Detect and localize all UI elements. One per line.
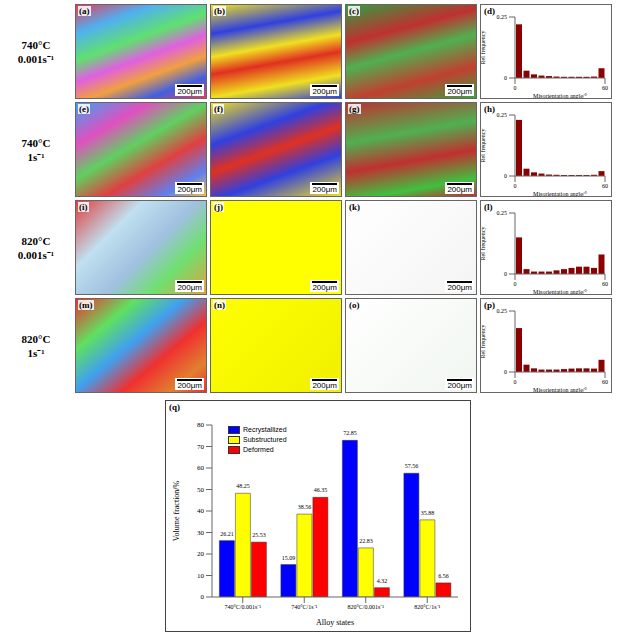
html-text:200μm: 200μm	[312, 381, 337, 390]
svg-text:Rel frequency: Rel frequency	[481, 227, 486, 261]
svg-text:0: 0	[201, 593, 205, 601]
html-text:(e): (e)	[79, 104, 89, 114]
svg-text:0.25: 0.25	[497, 14, 508, 20]
svg-text:0: 0	[514, 183, 517, 189]
html-text:(k): (k)	[349, 202, 360, 212]
html-text:200μm: 200μm	[447, 185, 472, 194]
html-text:200μm: 200μm	[447, 381, 472, 390]
html-text:740°C: 740°C	[21, 38, 51, 51]
html-text:(q): (q)	[169, 402, 180, 412]
html-text:(i): (i)	[79, 202, 88, 212]
svg-text:48.25: 48.25	[236, 483, 250, 489]
html-text:200μm: 200μm	[447, 283, 472, 292]
html-text:Deformed: Deformed	[243, 446, 274, 453]
html-text:1s⁻¹: 1s⁻¹	[27, 150, 45, 163]
html-text:740°C: 740°C	[21, 136, 51, 149]
svg-text:10: 10	[197, 572, 205, 580]
html-text:200μm: 200μm	[312, 185, 337, 194]
svg-text:0: 0	[504, 75, 507, 81]
svg-text:38.56: 38.56	[298, 504, 312, 510]
svg-text:60: 60	[602, 281, 608, 287]
svg-text:35.88: 35.88	[421, 510, 435, 516]
html-text:(o): (o)	[349, 300, 360, 310]
svg-text:25.53: 25.53	[252, 532, 266, 538]
svg-text:820°C/0.001s⁻¹: 820°C/0.001s⁻¹	[347, 604, 384, 610]
svg-text:50: 50	[197, 486, 205, 494]
svg-text:0: 0	[504, 369, 507, 375]
html-text:0.001s⁻¹: 0.001s⁻¹	[17, 248, 55, 261]
svg-text:0.25: 0.25	[497, 210, 508, 216]
svg-text:30: 30	[197, 529, 205, 537]
svg-text:Rel frequency: Rel frequency	[481, 31, 486, 65]
svg-text:60: 60	[602, 379, 608, 385]
svg-text:22.83: 22.83	[359, 538, 373, 544]
svg-text:Rel frequency: Rel frequency	[481, 129, 486, 163]
svg-text:740°C/1s⁻¹: 740°C/1s⁻¹	[291, 604, 317, 610]
html-text:200μm: 200μm	[177, 185, 202, 194]
html-text:(f): (f)	[214, 104, 223, 114]
svg-text:60: 60	[197, 464, 205, 472]
html-text:(j): (j)	[214, 202, 223, 212]
svg-text:72.85: 72.85	[343, 430, 357, 436]
html-text:1s⁻¹: 1s⁻¹	[27, 346, 45, 359]
svg-text:Misorientation angle/°: Misorientation angle/°	[533, 387, 587, 392]
html-text:200μm: 200μm	[177, 381, 202, 390]
html-text:(b): (b)	[214, 6, 225, 16]
svg-text:Misorientation angle/°: Misorientation angle/°	[533, 191, 587, 196]
html-text:820°C: 820°C	[21, 234, 51, 247]
svg-text:820°C/1s⁻¹: 820°C/1s⁻¹	[414, 604, 440, 610]
svg-text:Misorientation angle/°: Misorientation angle/°	[533, 289, 587, 294]
html-text:(d): (d)	[484, 6, 495, 16]
html-text:(p): (p)	[484, 300, 495, 310]
svg-text:20: 20	[197, 550, 205, 558]
svg-text:0: 0	[514, 281, 517, 287]
svg-text:40: 40	[197, 507, 205, 515]
html-text:(n): (n)	[214, 300, 225, 310]
svg-text:Volume fraction/%: Volume fraction/%	[172, 480, 181, 541]
svg-text:0: 0	[504, 271, 507, 277]
svg-text:0: 0	[514, 379, 517, 385]
html-text:(g): (g)	[349, 104, 360, 114]
html-text:(l): (l)	[484, 202, 493, 212]
html-text:0.001s⁻¹: 0.001s⁻¹	[17, 52, 55, 65]
html-text:200μm: 200μm	[447, 87, 472, 96]
html-text:200μm: 200μm	[312, 283, 337, 292]
svg-text:15.09: 15.09	[282, 555, 296, 561]
svg-text:Alloy states: Alloy states	[316, 618, 354, 627]
svg-text:4.32: 4.32	[377, 578, 388, 584]
html-text:(c): (c)	[349, 6, 359, 16]
svg-text:60: 60	[602, 85, 608, 91]
svg-text:0: 0	[514, 85, 517, 91]
svg-text:70: 70	[197, 443, 205, 451]
html-text:200μm: 200μm	[177, 87, 202, 96]
svg-text:0.25: 0.25	[497, 112, 508, 118]
svg-text:0: 0	[504, 173, 507, 179]
html-text:200μm: 200μm	[177, 283, 202, 292]
html-text:Substructured: Substructured	[243, 436, 287, 443]
svg-text:46.35: 46.35	[314, 487, 328, 493]
html-text:(a): (a)	[79, 6, 90, 16]
svg-text:0.25: 0.25	[497, 308, 508, 314]
html-text:(h): (h)	[484, 104, 495, 114]
svg-text:60: 60	[602, 183, 608, 189]
svg-text:57.56: 57.56	[405, 463, 419, 469]
html-text:(m): (m)	[79, 300, 93, 310]
svg-text:Rel frequency: Rel frequency	[481, 325, 486, 359]
html-text:820°C: 820°C	[21, 332, 51, 345]
svg-text:26.21: 26.21	[220, 531, 234, 537]
svg-text:80: 80	[197, 421, 205, 429]
svg-text:740°C/0.001s⁻¹: 740°C/0.001s⁻¹	[224, 604, 261, 610]
svg-text:6.56: 6.56	[438, 573, 449, 579]
svg-text:Misorientation angle/°: Misorientation angle/°	[533, 93, 587, 98]
html-text:200μm: 200μm	[312, 87, 337, 96]
html-text:Recrystallized: Recrystallized	[243, 426, 287, 433]
